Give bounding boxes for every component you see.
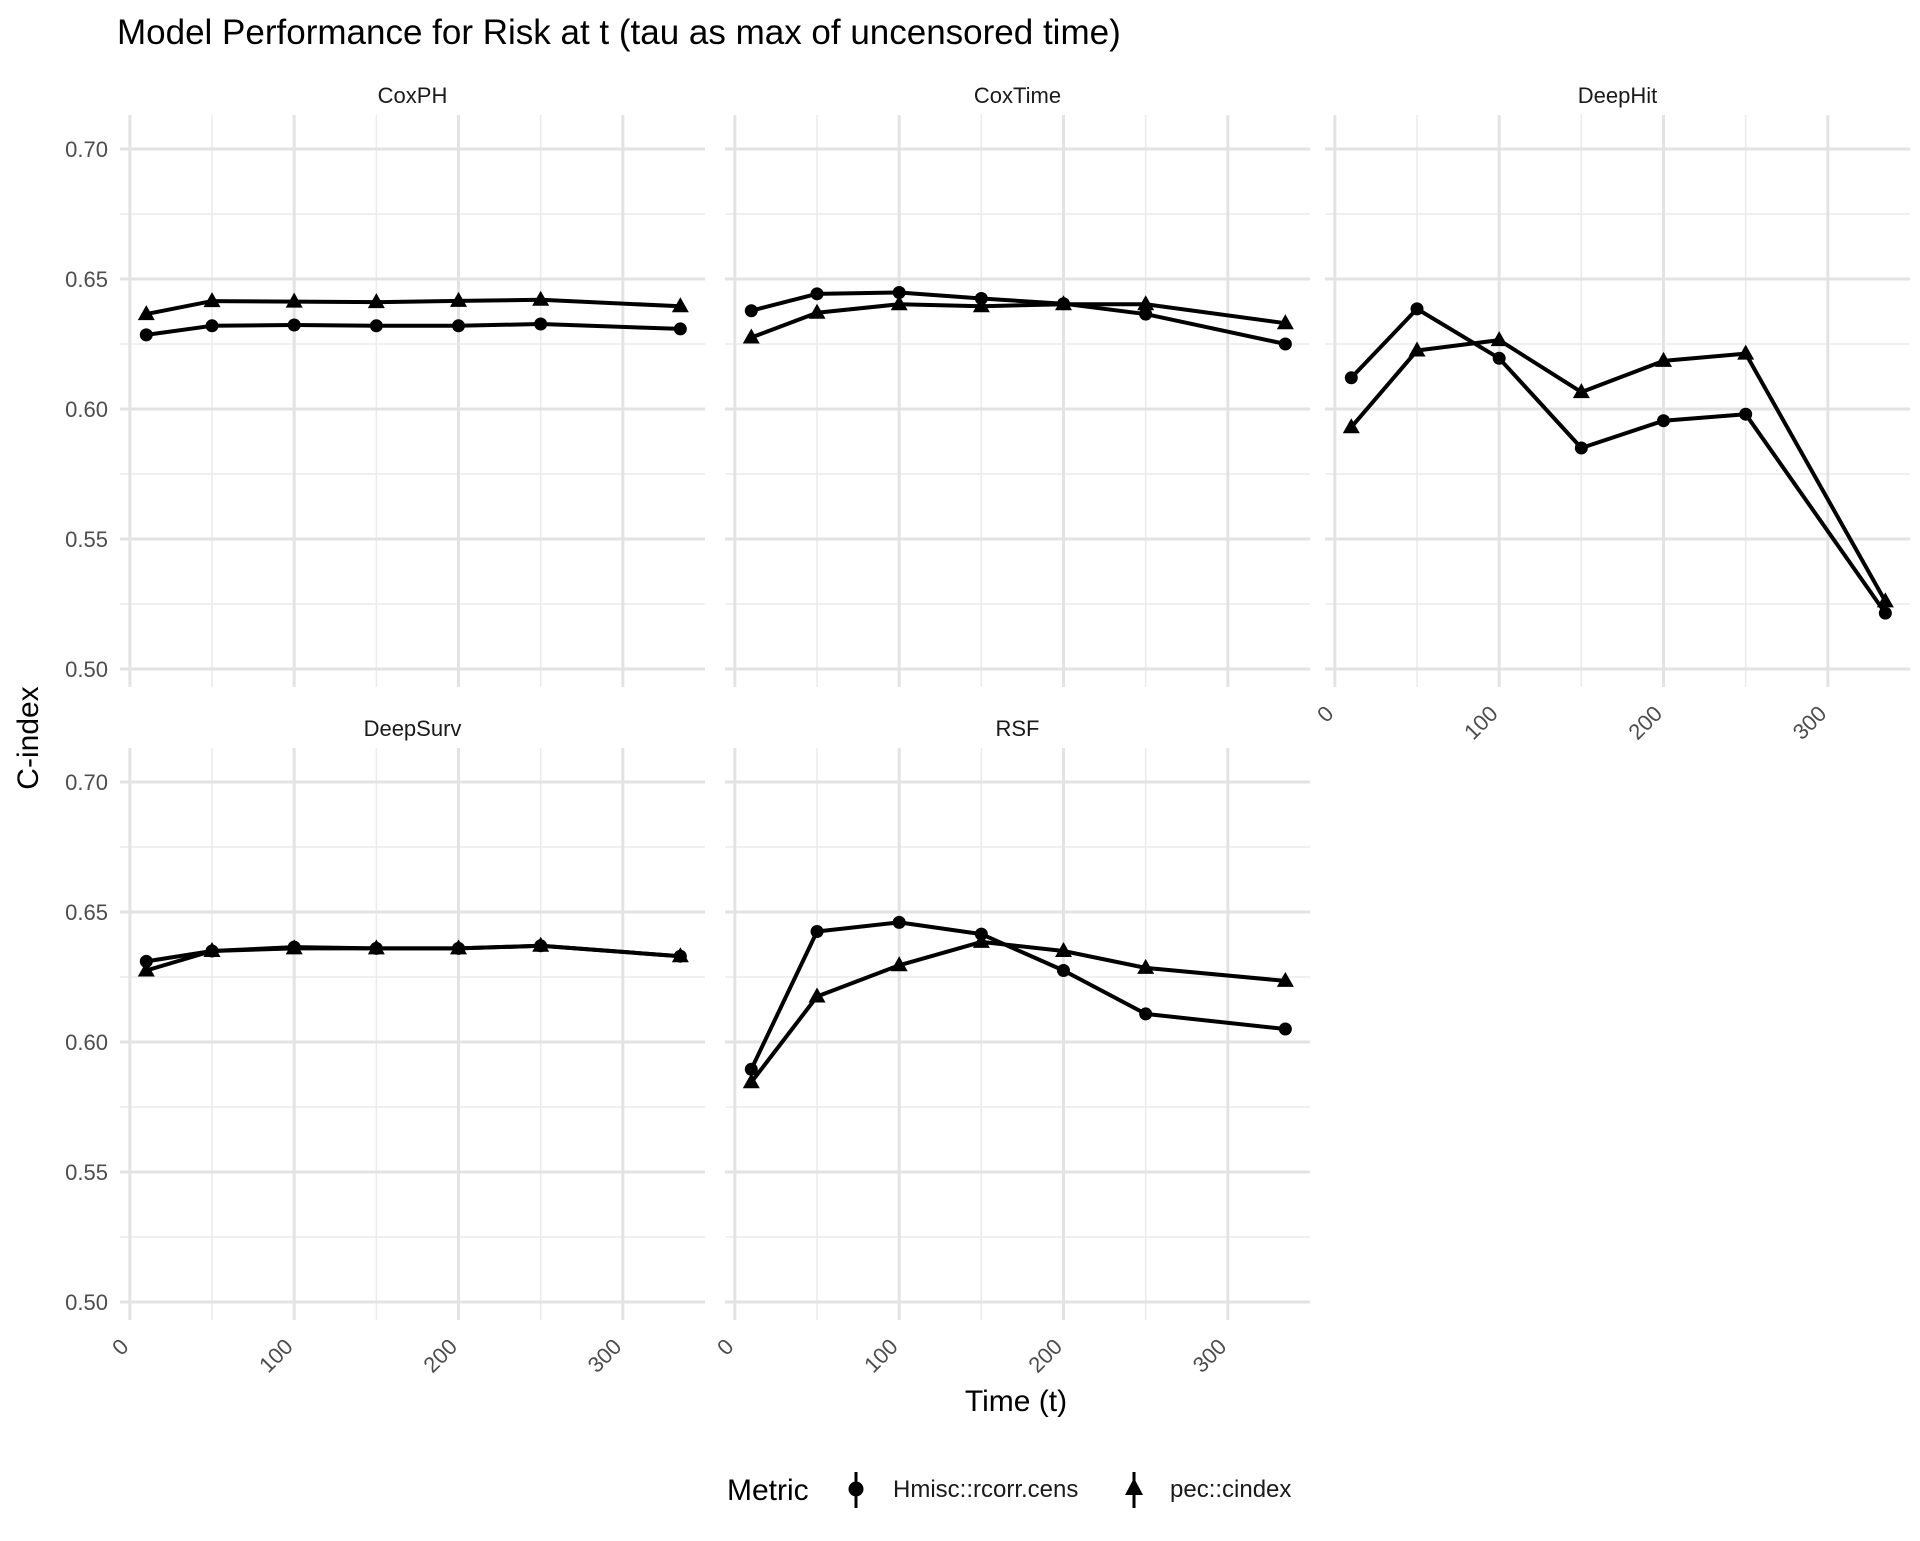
legend-title: Metric bbox=[727, 1474, 809, 1507]
y-tick-label: 0.70 bbox=[65, 137, 108, 162]
point-deepsurv-pec bbox=[137, 961, 155, 977]
legend-key-hmisc-marker bbox=[848, 1481, 864, 1497]
point-coxtime-hmisc bbox=[744, 304, 758, 318]
strip-label-coxtime: CoxTime bbox=[974, 83, 1061, 108]
point-deephit-pec bbox=[1876, 592, 1894, 608]
point-deephit-hmisc bbox=[1878, 606, 1892, 620]
point-deephit-pec bbox=[1572, 383, 1590, 399]
point-rsf-hmisc bbox=[810, 925, 824, 938]
point-deephit-pec bbox=[1655, 351, 1673, 367]
strip-label-deephit: DeepHit bbox=[1578, 83, 1657, 108]
strip-label-rsf: RSF bbox=[996, 716, 1040, 741]
point-deephit-hmisc bbox=[1410, 302, 1424, 316]
point-coxtime-pec bbox=[972, 297, 990, 313]
point-coxph-hmisc bbox=[673, 322, 687, 336]
point-coxtime-pec bbox=[1276, 314, 1294, 330]
point-deepsurv-hmisc bbox=[139, 954, 153, 968]
point-deephit-pec bbox=[1408, 341, 1426, 357]
point-deephit-hmisc bbox=[1492, 351, 1506, 365]
point-coxtime-pec bbox=[1137, 295, 1155, 311]
point-coxtime-hmisc bbox=[810, 287, 824, 301]
point-coxtime-pec bbox=[890, 295, 908, 311]
y-tick-label: 0.70 bbox=[65, 770, 108, 795]
y-tick-label: 0.60 bbox=[65, 397, 108, 422]
point-rsf-pec bbox=[808, 987, 826, 1003]
y-axis-label: C-index bbox=[12, 686, 45, 789]
point-coxph-hmisc bbox=[534, 317, 548, 331]
point-deephit-hmisc bbox=[1344, 371, 1358, 385]
point-rsf-pec bbox=[972, 932, 990, 948]
point-deephit-pec bbox=[1737, 344, 1755, 360]
point-coxph-pec bbox=[203, 292, 221, 308]
point-rsf-pec bbox=[1055, 942, 1073, 957]
point-rsf-hmisc bbox=[744, 1062, 758, 1076]
y-tick-label: 0.60 bbox=[65, 1030, 108, 1055]
point-deepsurv-pec bbox=[367, 939, 385, 955]
point-coxph-pec bbox=[285, 292, 303, 308]
point-deephit-hmisc bbox=[1739, 407, 1753, 421]
point-deepsurv-pec bbox=[285, 939, 303, 955]
point-deepsurv-pec bbox=[532, 936, 550, 952]
point-coxtime-pec bbox=[1055, 295, 1073, 311]
point-coxph-pec bbox=[671, 297, 689, 313]
point-deephit-hmisc bbox=[1574, 441, 1588, 455]
point-coxtime-hmisc bbox=[892, 286, 906, 300]
point-rsf-pec bbox=[1137, 958, 1155, 974]
point-rsf-hmisc bbox=[1057, 964, 1071, 977]
y-tick-label: 0.65 bbox=[65, 267, 108, 292]
legend-label-pec: pec::cindex bbox=[1170, 1476, 1291, 1503]
point-coxtime-hmisc bbox=[1139, 307, 1153, 321]
y-tick-label: 0.55 bbox=[65, 527, 108, 552]
panel-coxtime: CoxTime bbox=[725, 83, 1310, 687]
strip-label-deepsurv: DeepSurv bbox=[364, 716, 462, 741]
point-deepsurv-pec bbox=[671, 947, 689, 963]
y-tick-label: 0.65 bbox=[65, 900, 108, 925]
chart-title: Model Performance for Risk at t (tau as … bbox=[117, 13, 1121, 52]
point-rsf-hmisc bbox=[1139, 1007, 1153, 1021]
point-coxph-pec bbox=[137, 305, 155, 321]
y-tick-label: 0.50 bbox=[65, 1290, 108, 1315]
point-rsf-hmisc bbox=[892, 915, 906, 929]
point-coxph-pec bbox=[450, 291, 468, 307]
strip-label-coxph: CoxPH bbox=[378, 83, 448, 108]
y-tick-label: 0.55 bbox=[65, 1160, 108, 1185]
point-deepsurv-pec bbox=[203, 942, 221, 957]
y-tick-label: 0.50 bbox=[65, 657, 108, 682]
point-rsf-pec bbox=[1276, 971, 1294, 987]
point-coxph-pec bbox=[532, 290, 550, 306]
legend-key-pec-marker bbox=[1125, 1478, 1143, 1495]
x-axis-label: Time (t) bbox=[965, 1385, 1067, 1418]
point-deephit-pec bbox=[1342, 418, 1360, 434]
point-deepsurv-pec bbox=[450, 939, 468, 955]
point-coxtime-pec bbox=[742, 328, 760, 344]
legend: Metric Hmisc::rcorr.cens pec::cindex bbox=[727, 1472, 1291, 1508]
point-rsf-pec bbox=[742, 1073, 760, 1089]
point-coxph-hmisc bbox=[452, 319, 466, 333]
legend-key-hmisc bbox=[848, 1472, 864, 1508]
point-rsf-hmisc bbox=[1278, 1022, 1292, 1036]
point-coxph-hmisc bbox=[369, 319, 383, 333]
legend-key-pec bbox=[1125, 1472, 1143, 1508]
point-coxph-hmisc bbox=[205, 319, 219, 333]
point-coxph-hmisc bbox=[139, 328, 153, 342]
point-coxtime-hmisc bbox=[1278, 337, 1292, 351]
point-rsf-pec bbox=[890, 956, 908, 972]
point-deephit-hmisc bbox=[1657, 414, 1671, 428]
legend-label-hmisc: Hmisc::rcorr.cens bbox=[893, 1476, 1078, 1503]
point-deephit-pec bbox=[1490, 331, 1508, 347]
point-coxtime-pec bbox=[808, 303, 826, 319]
point-coxph-pec bbox=[367, 293, 385, 309]
point-coxph-hmisc bbox=[287, 318, 301, 332]
panel-coxph: CoxPH 0.50 0.55 0.60 0.65 0.70 bbox=[65, 83, 705, 687]
